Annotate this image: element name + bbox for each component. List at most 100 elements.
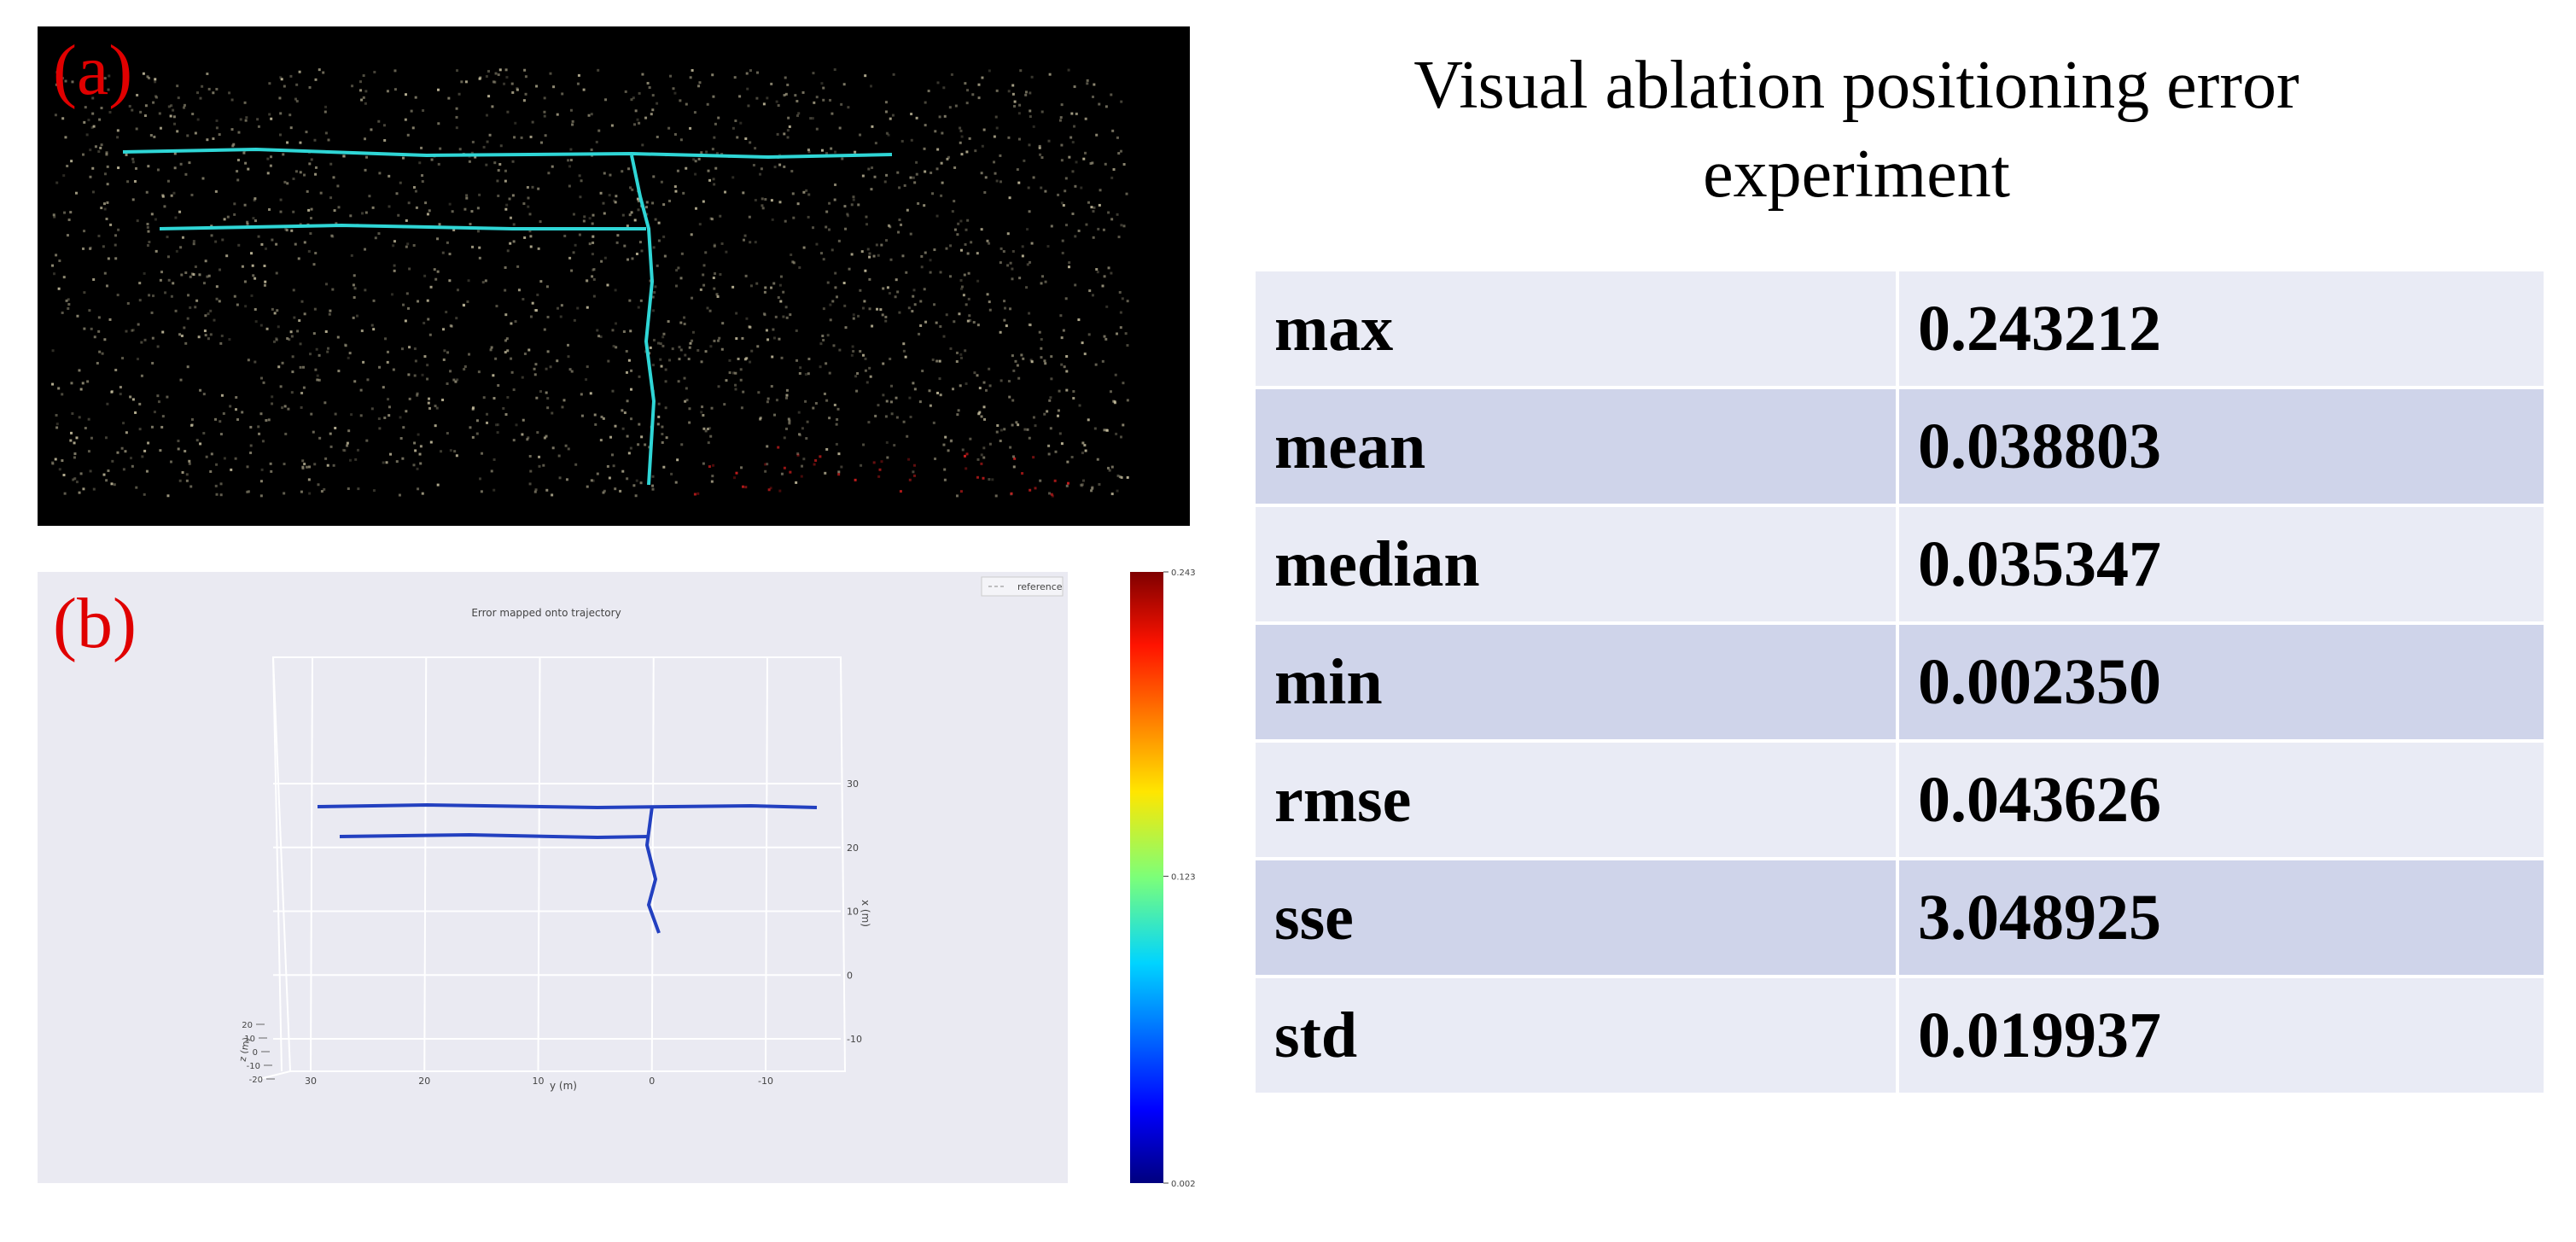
point [876, 307, 879, 311]
point [387, 398, 390, 401]
point [696, 349, 700, 353]
point [988, 308, 992, 312]
tick-label: 0 [847, 970, 853, 981]
point [402, 426, 405, 429]
point [996, 424, 1000, 428]
point [828, 201, 831, 205]
table-row: median 0.035347 [1256, 507, 2544, 621]
point [625, 350, 628, 353]
point [1069, 136, 1073, 139]
point [120, 446, 124, 450]
point [215, 285, 219, 289]
point [738, 95, 742, 98]
point [702, 462, 705, 465]
point [769, 487, 772, 490]
point [372, 489, 376, 493]
point [414, 190, 417, 193]
point [1104, 105, 1108, 108]
point [143, 114, 147, 118]
point [78, 416, 81, 419]
point [539, 280, 543, 283]
point [545, 434, 548, 438]
point [1116, 332, 1119, 335]
point [479, 477, 482, 481]
point [964, 242, 967, 246]
point [784, 219, 787, 223]
point [252, 217, 255, 220]
point [218, 133, 221, 137]
point [608, 476, 611, 480]
point [106, 165, 109, 168]
point [980, 462, 983, 465]
point [684, 399, 687, 403]
point [269, 462, 272, 465]
point [963, 454, 966, 458]
point [498, 162, 502, 166]
point [166, 395, 169, 399]
point [965, 303, 968, 306]
point [546, 315, 550, 318]
point [953, 228, 957, 231]
point [988, 300, 991, 304]
point [980, 415, 983, 418]
point [434, 405, 437, 408]
point [1032, 456, 1035, 459]
point [492, 80, 495, 84]
point [504, 207, 508, 211]
point [757, 391, 761, 394]
point [750, 349, 754, 353]
point [563, 234, 567, 237]
point [953, 200, 956, 203]
point [704, 350, 708, 353]
point [300, 392, 304, 395]
point [287, 407, 290, 411]
point [395, 192, 399, 195]
point [599, 439, 603, 442]
point [167, 278, 171, 282]
point [731, 176, 735, 179]
point [308, 85, 312, 89]
point [204, 259, 207, 263]
point [497, 384, 500, 388]
point [88, 309, 91, 312]
point [629, 329, 632, 333]
point [796, 359, 799, 362]
point [905, 271, 908, 274]
point [423, 321, 426, 324]
point [98, 118, 102, 121]
point [1002, 250, 1005, 254]
point [470, 210, 474, 213]
point [868, 307, 871, 311]
point [513, 136, 516, 139]
point [55, 423, 59, 426]
point [940, 161, 943, 165]
table-cell: sse [1256, 860, 1896, 975]
point [966, 319, 970, 323]
point [744, 274, 748, 277]
point [790, 170, 794, 173]
point [804, 373, 807, 376]
point [837, 452, 841, 456]
point [288, 114, 292, 117]
point [772, 282, 776, 285]
point [512, 223, 516, 226]
point [318, 378, 321, 382]
point [885, 440, 889, 444]
point [312, 332, 316, 335]
point [890, 384, 894, 388]
point [405, 245, 408, 248]
point [770, 82, 773, 85]
point [939, 271, 942, 274]
table-cell: min [1256, 625, 1896, 739]
point [660, 364, 663, 368]
point [713, 339, 716, 342]
point [254, 197, 257, 201]
point [556, 359, 559, 363]
point [949, 347, 953, 350]
point [359, 388, 363, 392]
point [861, 353, 865, 357]
point [688, 407, 691, 411]
point [615, 346, 618, 349]
point [822, 307, 825, 311]
point [640, 435, 644, 439]
